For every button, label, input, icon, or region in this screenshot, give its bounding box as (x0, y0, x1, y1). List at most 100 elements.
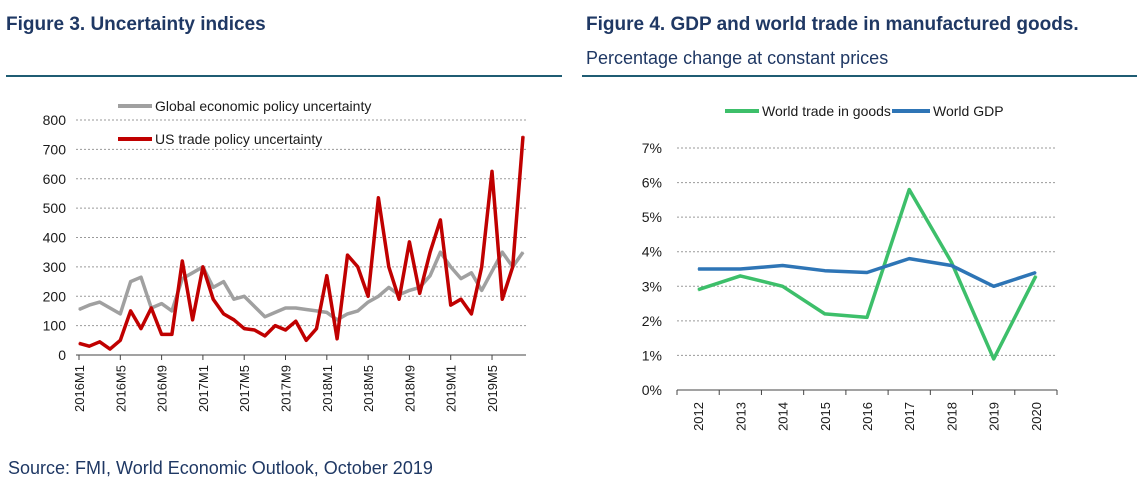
data-point (460, 278, 462, 280)
data-point (439, 251, 441, 253)
data-point (305, 339, 307, 341)
x-tick-label: 2017M1 (196, 365, 211, 412)
y-tick-label: 5% (642, 209, 662, 225)
y-tick-label: 0 (58, 347, 66, 363)
data-point (243, 327, 245, 330)
right-figure-subtitle: Percentage change at constant prices (586, 48, 889, 68)
data-point (119, 339, 121, 341)
data-point (326, 311, 328, 314)
data-point (274, 325, 276, 327)
y-tick-label: 200 (43, 288, 67, 304)
data-point (824, 270, 826, 272)
y-tick-label: 300 (43, 259, 67, 275)
data-point (264, 316, 266, 318)
data-point (501, 251, 503, 253)
data-point (377, 295, 380, 297)
data-point (398, 298, 400, 300)
x-tick-label: 2016M9 (155, 365, 170, 412)
x-tick-label: 2015 (818, 402, 833, 431)
x-tick-label: 2018M1 (320, 365, 335, 412)
data-point (491, 170, 493, 173)
y-tick-label: 700 (43, 141, 67, 157)
y-tick-label: 400 (43, 230, 67, 246)
data-point (408, 241, 411, 243)
data-point (481, 289, 483, 291)
data-point (346, 254, 349, 256)
data-point (470, 313, 472, 315)
data-point (88, 345, 90, 347)
data-point (377, 197, 380, 199)
data-point (212, 286, 214, 289)
data-point (181, 278, 183, 280)
data-point (171, 333, 173, 336)
data-point (357, 310, 359, 312)
data-point (357, 266, 359, 268)
data-point (161, 302, 163, 305)
data-point (284, 329, 287, 331)
data-point (130, 280, 132, 283)
data-point (429, 275, 431, 277)
data-point (697, 268, 699, 270)
data-point (460, 298, 462, 300)
data-point (295, 307, 297, 309)
data-point (99, 301, 101, 303)
data-point (181, 260, 183, 262)
y-tick-label: 7% (642, 140, 662, 156)
y-tick-label: 600 (43, 171, 67, 187)
data-point (388, 266, 390, 268)
x-tick-label: 2016M5 (113, 365, 128, 412)
data-point (1035, 271, 1037, 274)
x-tick-label: 2020 (1029, 402, 1044, 431)
data-point (429, 251, 431, 253)
y-tick-label: 3% (642, 278, 662, 294)
right-title-rule (582, 75, 1137, 77)
x-tick-label: 2019 (987, 402, 1002, 431)
data-point (78, 342, 80, 344)
legend-label: US trade policy uncertainty (155, 131, 322, 147)
data-point (993, 285, 995, 287)
data-point (908, 188, 910, 191)
x-tick-label: 2012 (691, 402, 706, 431)
x-tick-label: 2017M5 (237, 365, 252, 412)
y-tick-label: 1% (642, 347, 662, 363)
data-point (950, 261, 953, 263)
data-point (119, 313, 121, 315)
legend-label: Global economic policy uncertainty (155, 98, 371, 114)
data-point (866, 271, 868, 274)
data-point (78, 308, 80, 311)
data-point (253, 329, 256, 331)
data-point (419, 292, 421, 294)
x-tick-label: 2016M1 (72, 365, 87, 412)
gdp-trade-chart: 0% 1% 2% 3% 4% 5% 6% 7% 2012 2013 2014 2015 2016 2017… (642, 103, 1058, 431)
data-point (993, 358, 995, 360)
x-tick-label: 2014 (776, 402, 791, 431)
x-tick-label: 2018M9 (402, 365, 417, 412)
x-tick-label: 2019M5 (485, 365, 500, 412)
data-point (191, 272, 194, 274)
data-point (346, 313, 349, 315)
data-point (697, 289, 699, 291)
data-point (470, 272, 472, 274)
data-point (109, 307, 111, 309)
data-point (491, 270, 493, 272)
data-point (336, 338, 338, 340)
data-point (739, 268, 741, 270)
data-point (336, 319, 338, 321)
uncertainty-chart: 0 100 200 300 400 500 600 700 800 2016M1 2016M5 201… (43, 98, 526, 412)
data-point (233, 298, 235, 300)
data-point (109, 348, 111, 350)
x-tick-label: 2013 (733, 402, 748, 431)
data-point (501, 298, 503, 300)
data-point (253, 305, 256, 308)
data-point (284, 307, 287, 309)
data-point (866, 316, 868, 318)
data-point (367, 301, 369, 303)
data-point (908, 258, 910, 260)
data-point (222, 313, 225, 315)
left-title-rule (6, 75, 562, 77)
data-point (367, 295, 369, 297)
data-point (130, 310, 132, 312)
data-point (450, 304, 452, 306)
data-point (824, 313, 826, 315)
data-point (388, 286, 390, 289)
